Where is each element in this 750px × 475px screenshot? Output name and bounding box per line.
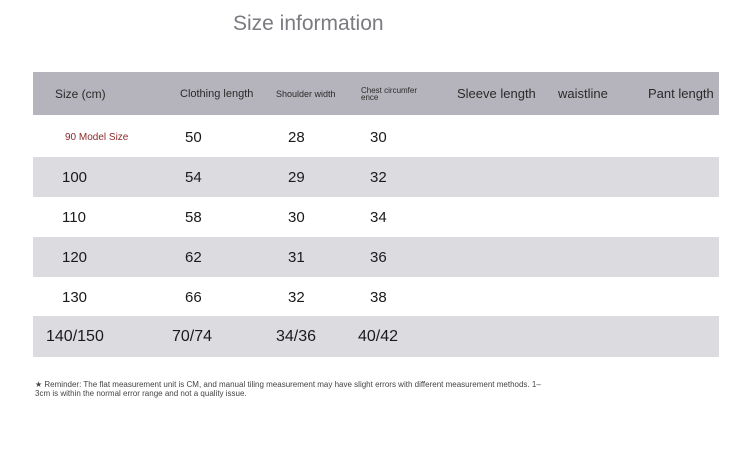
header-pant-length: Pant length — [648, 86, 714, 101]
clothing-length-cell: 50 — [185, 128, 202, 146]
chest-cell: 40/42 — [358, 327, 399, 345]
size-cell: 120 — [62, 248, 88, 266]
clothing-length-cell: 66 — [185, 288, 202, 306]
table-row: 90 Model Size 50 28 30 — [33, 117, 719, 157]
clothing-length-cell: 58 — [185, 208, 202, 226]
table-row: 140/150 70/74 34/36 40/42 — [33, 316, 719, 357]
clothing-length-cell: 54 — [185, 168, 202, 186]
chest-cell: 32 — [370, 168, 387, 186]
size-cell: 100 — [62, 168, 88, 186]
shoulder-width-cell: 29 — [288, 168, 305, 186]
header-clothing-length: Clothing length — [180, 87, 254, 100]
size-cell: 140/150 — [46, 327, 104, 345]
reminder-note: ★ Reminder: The flat measurement unit is… — [35, 380, 541, 398]
clothing-length-cell: 70/74 — [172, 327, 213, 345]
shoulder-width-cell: 32 — [288, 288, 305, 306]
shoulder-width-cell: 31 — [288, 248, 305, 266]
header-size: Size (cm) — [55, 86, 106, 101]
header-chest-circumference: Chest circumference — [361, 85, 418, 102]
table-row: 130 66 32 38 — [33, 277, 719, 317]
table-header: Size (cm) Clothing length Shoulder width… — [33, 72, 719, 115]
chest-cell: 38 — [370, 288, 387, 306]
clothing-length-cell: 62 — [185, 248, 202, 266]
header-waistline: waistline — [558, 86, 608, 101]
chest-cell: 30 — [370, 128, 387, 146]
header-sleeve-length: Sleeve length — [457, 86, 536, 101]
size-cell: 110 — [62, 208, 86, 226]
size-cell: 130 — [62, 288, 88, 306]
table-row: 100 54 29 32 — [33, 157, 719, 197]
shoulder-width-cell: 30 — [288, 208, 305, 226]
shoulder-width-cell: 28 — [288, 128, 305, 146]
shoulder-width-cell: 34/36 — [276, 327, 317, 345]
page-title: Size information — [233, 12, 384, 35]
size-cell: 90 Model Size — [65, 131, 129, 143]
header-shoulder-width: Shoulder width — [276, 88, 336, 99]
table-row: 120 62 31 36 — [33, 237, 719, 277]
chest-cell: 34 — [370, 208, 387, 226]
table-row: 110 58 30 34 — [33, 197, 719, 237]
chest-cell: 36 — [370, 248, 387, 266]
